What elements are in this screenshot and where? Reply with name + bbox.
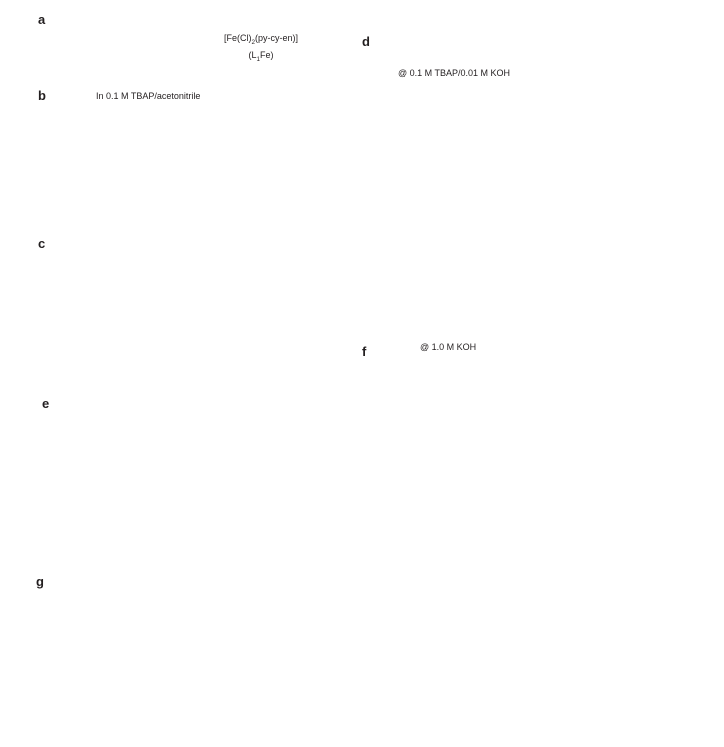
panel-e-letter: e: [42, 396, 50, 411]
complex-shortname: (L1Fe): [248, 49, 274, 63]
panel-a-caption: [Fe(Cl)2(py-cy-en)] (L1Fe): [176, 32, 346, 66]
panel-f-lsv-chart: [352, 352, 724, 592]
panel-a-molecule-drawing: [80, 14, 184, 96]
panel-d-letter: d: [362, 34, 370, 49]
panel-g-stability-chart: [30, 576, 724, 747]
panel-f-letter: f: [362, 344, 367, 359]
panel-d-cv-koh-chart: [352, 80, 724, 315]
panel-b-cv-chart: [52, 86, 352, 234]
panel-f-title: @ 1.0 M KOH: [420, 342, 477, 352]
complex-formula: [Fe(Cl)2(py-cy-en)]: [223, 33, 299, 46]
panel-c-letter: c: [38, 236, 46, 251]
panel-e-tof-chart: [36, 388, 348, 573]
panel-b-letter: b: [38, 88, 46, 103]
panel-g-letter: g: [36, 574, 44, 589]
panel-d-title: @ 0.1 M TBAP/0.01 M KOH: [398, 68, 511, 78]
panel-a-letter: a: [38, 12, 46, 27]
panel-c-oxidation-state-chart: [42, 240, 352, 380]
panel-b-title: In 0.1 M TBAP/acetonitrile: [96, 91, 201, 101]
